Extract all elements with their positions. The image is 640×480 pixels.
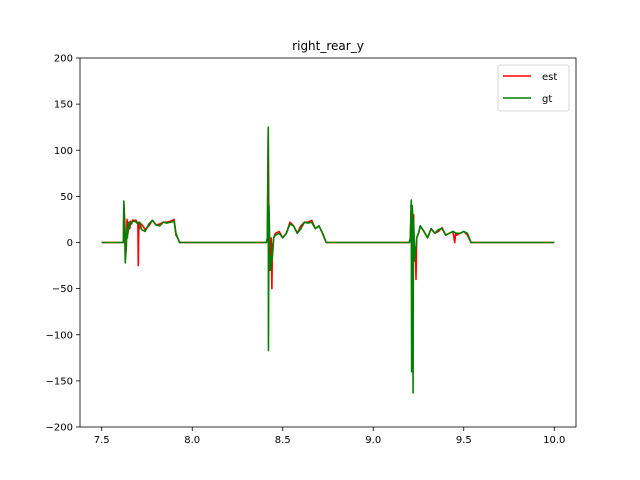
series-layer [101, 126, 555, 394]
legend-box [497, 64, 570, 112]
y-tick-label: 0 [67, 238, 73, 249]
y-tick-label: 200 [54, 54, 73, 65]
legend-label-est: est [542, 72, 557, 83]
y-tick-label: −150 [46, 376, 73, 387]
legend-label-gt: gt [542, 94, 552, 105]
x-tick-label: 7.5 [94, 435, 110, 446]
x-tick-label: 8.5 [275, 435, 291, 446]
x-tick-label: 9.5 [456, 435, 472, 446]
y-tick-label: 100 [54, 146, 73, 157]
series-line-gt [101, 126, 555, 394]
x-tick-label: 9.0 [365, 435, 381, 446]
legend: est gt [497, 64, 570, 112]
y-tick-label: 50 [60, 192, 73, 203]
y-tick-label: 150 [54, 100, 73, 111]
x-tick-label: 10.0 [543, 435, 565, 446]
y-tick-label: −100 [46, 330, 73, 341]
axes-layer: 7.5 8.0 8.5 9.0 9.5 10.0 −200 −150 −100 −50 0 50 100… [46, 54, 577, 446]
chart-title: right_rear_y [292, 39, 364, 53]
y-tick-label: −200 [46, 423, 73, 434]
x-tick-label: 8.0 [184, 435, 200, 446]
y-tick-label: −50 [52, 284, 73, 295]
